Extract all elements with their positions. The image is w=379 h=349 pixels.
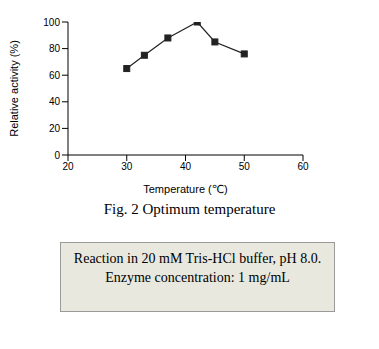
html-text:Reaction in 20 mM Tris-HCl buf: Reaction in 20 mM Tris-HCl buffer, pH 8.… (73, 251, 322, 266)
svg-text:Relative activity (%): Relative activity (%) (8, 40, 20, 137)
html-text:Fig. 2 Optimum temperature: Fig. 2 Optimum temperature (103, 201, 276, 217)
svg-text:60: 60 (49, 70, 61, 81)
svg-text:30: 30 (121, 161, 133, 172)
svg-text:40: 40 (49, 96, 61, 107)
svg-text:40: 40 (180, 161, 192, 172)
html-text:Enzyme concentration: 1 mg/mL: Enzyme concentration: 1 mg/mL (105, 270, 290, 285)
svg-text:0: 0 (54, 150, 60, 161)
svg-text:20: 20 (49, 123, 61, 134)
svg-text:80: 80 (49, 43, 61, 54)
svg-text:50: 50 (239, 161, 251, 172)
svg-text:20: 20 (62, 161, 74, 172)
svg-text:100: 100 (43, 17, 60, 28)
svg-text:Temperature (℃): Temperature (℃) (143, 183, 228, 195)
svg-text:60: 60 (297, 161, 309, 172)
